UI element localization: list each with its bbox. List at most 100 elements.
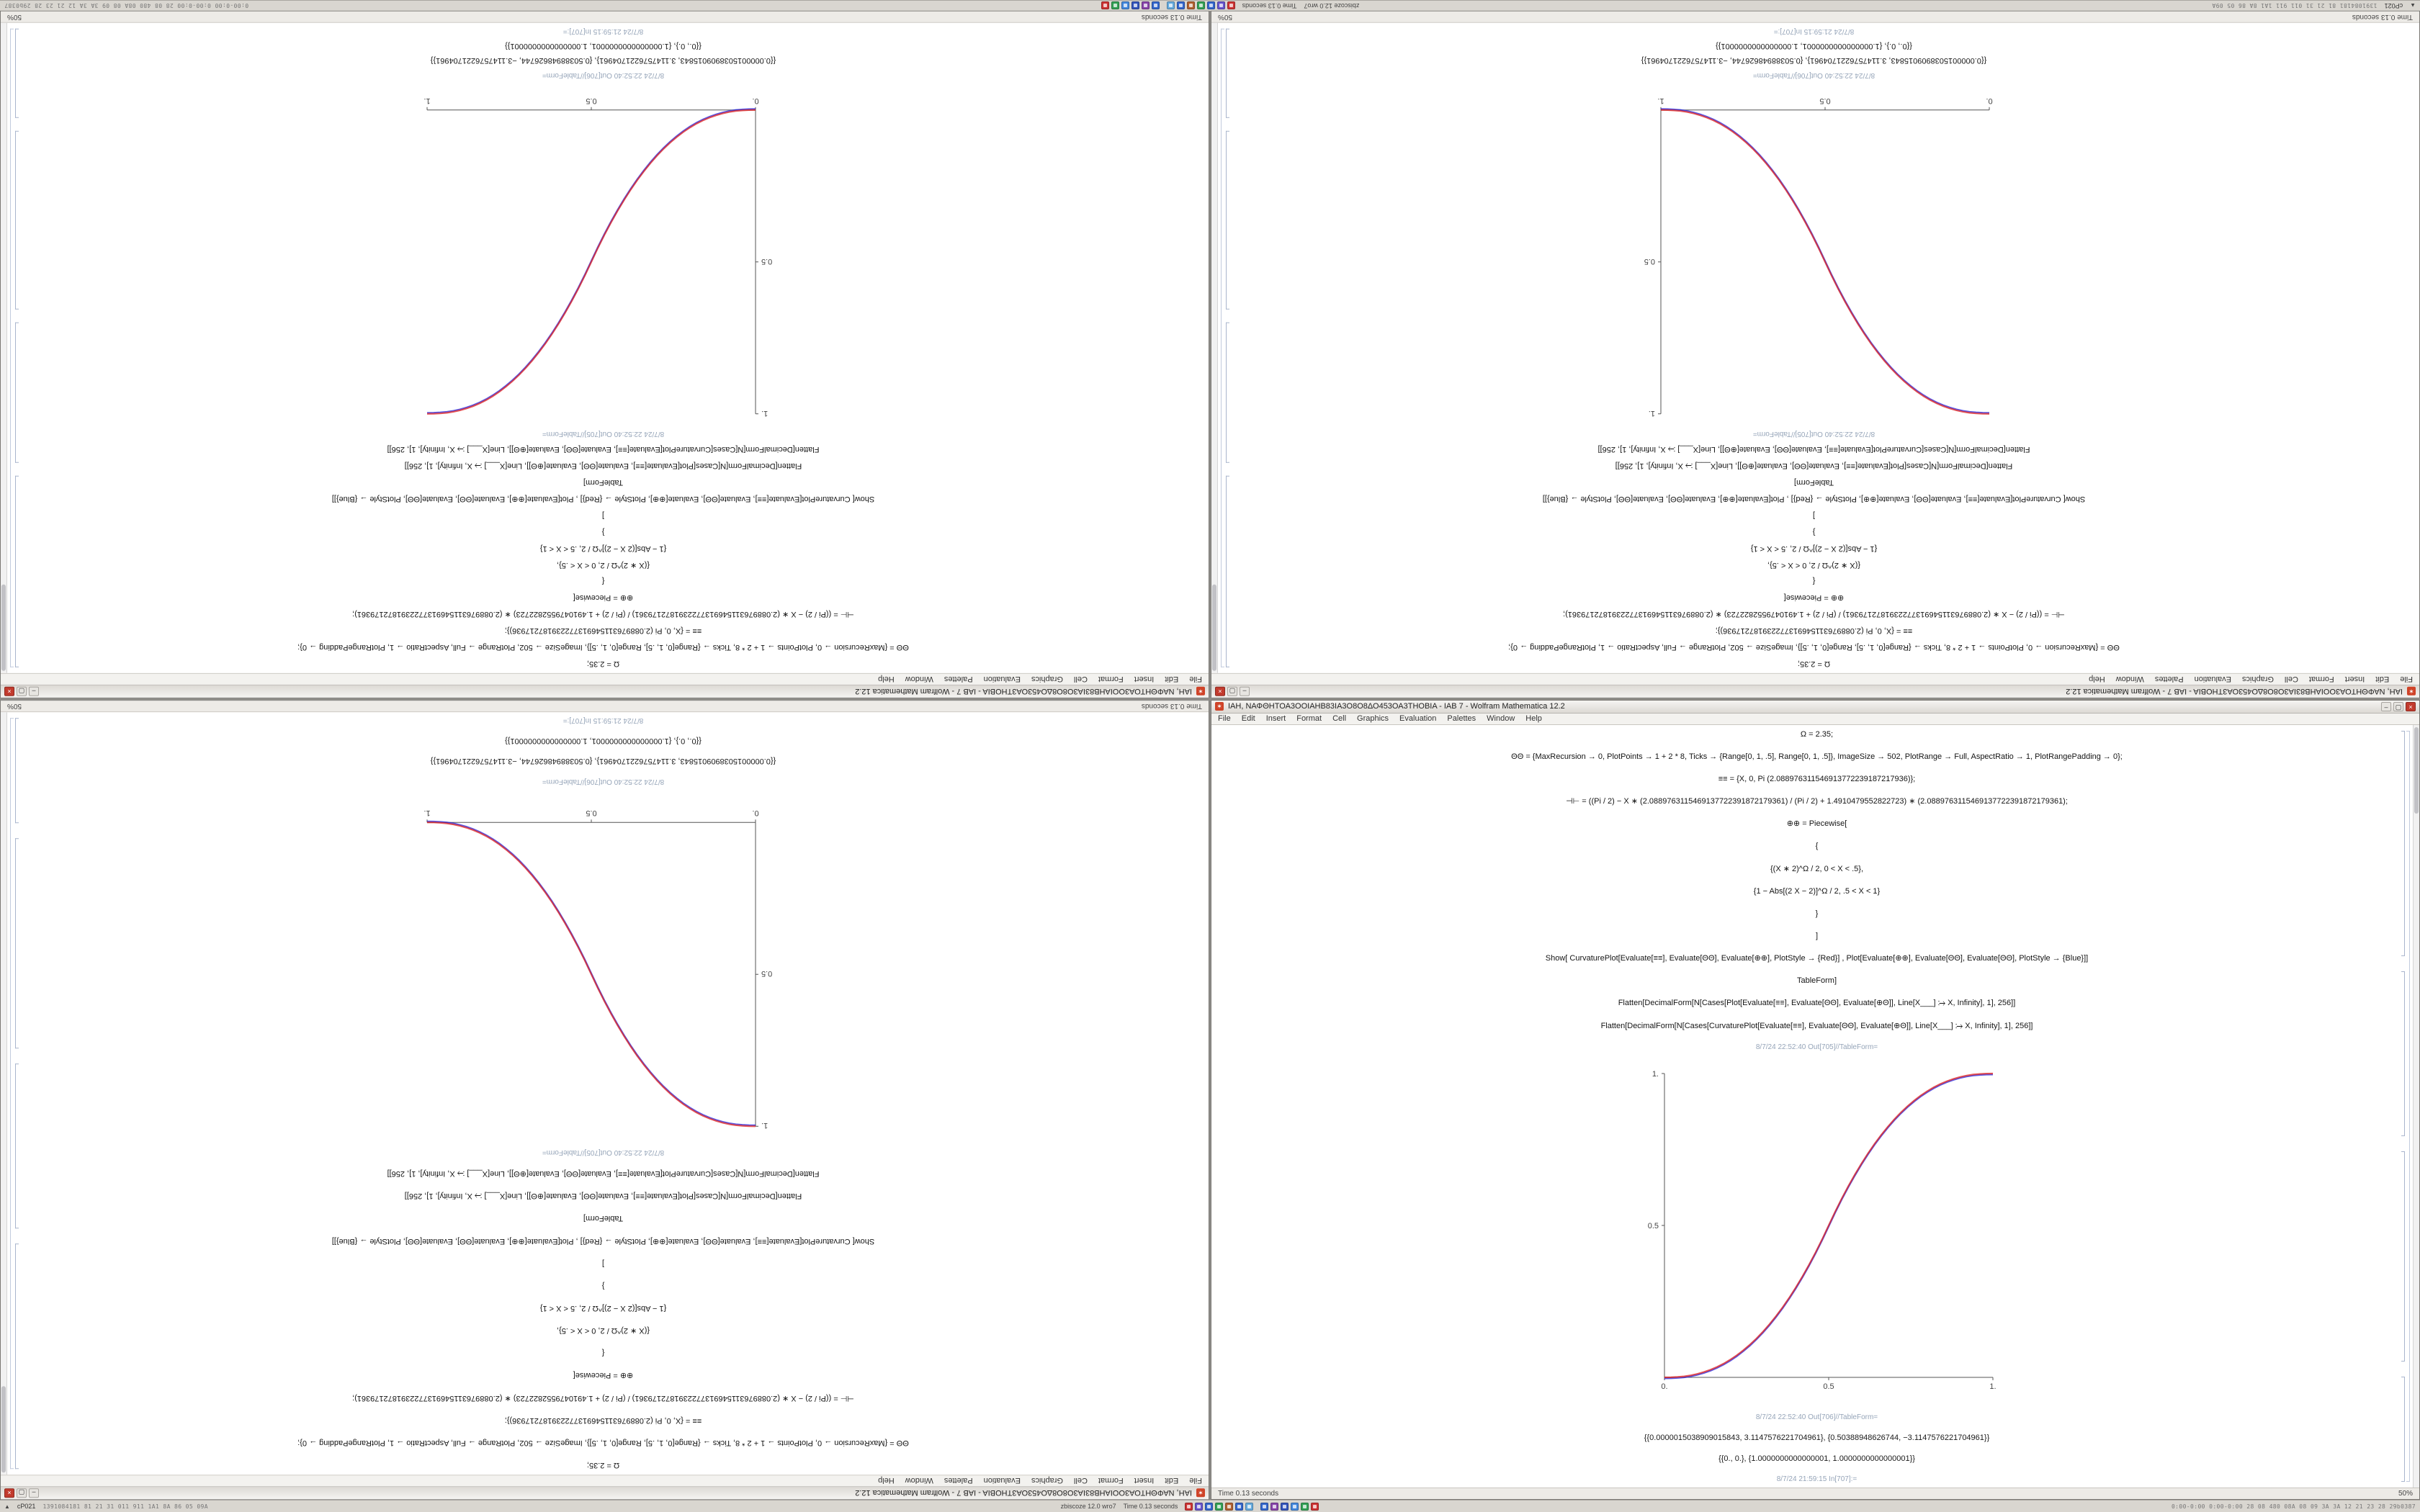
menu-insert[interactable]: Insert — [1134, 1476, 1155, 1485]
cell-brackets[interactable] — [1221, 29, 1231, 667]
menu-edit[interactable]: Edit — [1165, 675, 1179, 684]
input-cell-line[interactable]: Flatten[DecimalForm[N[Cases[CurvaturePlo… — [1597, 444, 2030, 454]
close-button[interactable]: × — [1215, 686, 1225, 696]
window-titlebar[interactable]: ✶ ΙΑΗ, ΝΑΦΘΗΤΟΑ3ΟΟΙΑΗΒ83ΙΑ3Ο8Ο8ΔΟ453ΟΑ3Τ… — [1, 1486, 1209, 1499]
menu-file[interactable]: File — [1189, 675, 1202, 684]
menu-evaluation[interactable]: Evaluation — [1399, 714, 1437, 724]
vertical-scrollbar[interactable] — [2413, 724, 2419, 1488]
menu-palettes[interactable]: Palettes — [944, 675, 973, 684]
input-cell-line[interactable]: Ω = 2.35; — [1797, 659, 1831, 668]
window-titlebar[interactable]: ✶ ΙΑΗ, ΝΑΦΘΗΤΟΑ3ΟΟΙΑΗΒ83ΙΑ3Ο8Ο8ΔΟ453ΟΑ3Τ… — [1211, 700, 2419, 714]
menu-format[interactable]: Format — [1296, 714, 1322, 724]
input-cell-line[interactable]: Ω = 2.35; — [586, 659, 620, 668]
menu-evaluation[interactable]: Evaluation — [2194, 675, 2231, 684]
input-cell-line[interactable]: { — [1815, 842, 1819, 851]
input-cell-line[interactable]: {1 − Abs[(2 X − 2)]^Ω / 2, .5 < X < 1} — [1750, 544, 1878, 553]
menu-cell[interactable]: Cell — [1073, 675, 1088, 684]
menu-edit[interactable]: Edit — [2375, 675, 2390, 684]
close-button[interactable]: × — [4, 686, 14, 696]
input-cell-line[interactable]: ⊣⊢ = ((Pi / 2) − X ∗ (2.0889763115469137… — [1563, 610, 2065, 619]
scrollbar-thumb[interactable] — [1, 584, 6, 671]
menu-window[interactable]: Window — [1487, 714, 1515, 724]
taskbar-app-icon[interactable] — [1215, 1502, 1224, 1511]
input-cell-line[interactable]: ⊣⊢ = ((Pi / 2) − X ∗ (2.0889763115469137… — [1566, 797, 2068, 806]
input-cell-line[interactable]: ] — [601, 510, 605, 520]
menu-insert[interactable]: Insert — [1265, 714, 1286, 724]
menu-help[interactable]: Help — [2089, 675, 2105, 684]
taskbar-app-icon[interactable] — [1245, 1502, 1254, 1511]
expand-arrow-icon[interactable]: ▲ — [4, 1503, 10, 1510]
menu-edit[interactable]: Edit — [1165, 1476, 1179, 1485]
taskbar-app-icon[interactable] — [1141, 1, 1150, 10]
vertical-scrollbar[interactable] — [1211, 23, 1218, 673]
scrollbar-thumb[interactable] — [1212, 584, 1216, 671]
vertical-scrollbar[interactable] — [1, 23, 7, 673]
maximize-button[interactable]: ▢ — [2393, 701, 2403, 711]
taskbar-app-icon[interactable] — [1176, 1, 1185, 10]
minimize-button[interactable]: – — [1240, 686, 1250, 696]
input-cell-line[interactable]: } — [601, 527, 605, 536]
menu-file[interactable]: File — [2400, 675, 2413, 684]
input-cell-line[interactable]: ΘΘ = {MaxRecursion → 0, PlotPoints → 1 +… — [1508, 642, 2120, 652]
taskbar-app-icon[interactable] — [1281, 1502, 1289, 1511]
cell-brackets[interactable] — [10, 717, 20, 1469]
taskbar-app-icon[interactable] — [1185, 1502, 1193, 1511]
menu-cell[interactable]: Cell — [1332, 714, 1347, 724]
menu-help[interactable]: Help — [878, 1476, 895, 1485]
input-cell-line[interactable]: TableForm] — [1793, 477, 1834, 487]
menu-format[interactable]: Format — [1098, 675, 1124, 684]
menu-window[interactable]: Window — [905, 1476, 933, 1485]
input-cell-line[interactable]: } — [601, 1281, 605, 1290]
input-cell-line[interactable]: Ω = 2.35; — [1800, 729, 1834, 739]
input-cell-line[interactable]: ⊣⊢ = ((Pi / 2) − X ∗ (2.0889763115469137… — [352, 610, 854, 619]
taskbar-app-icon[interactable] — [1101, 1, 1109, 10]
taskbar-app-icon[interactable] — [1131, 1, 1139, 10]
menu-edit[interactable]: Edit — [1241, 714, 1255, 724]
input-cell-line[interactable]: ] — [1815, 932, 1819, 941]
taskbar-app-icon[interactable] — [1196, 1, 1205, 10]
input-cell-line[interactable]: ⊕⊕ = Piecewise[ — [573, 593, 634, 603]
input-cell-line[interactable]: Flatten[DecimalForm[N[Cases[CurvaturePlo… — [1600, 1021, 2033, 1030]
input-cell-line[interactable]: { — [1812, 577, 1816, 586]
taskbar-app-icon[interactable] — [1270, 1502, 1279, 1511]
menu-format[interactable]: Format — [1098, 1476, 1124, 1485]
menu-cell[interactable]: Cell — [1073, 1476, 1088, 1485]
taskbar-app-icon[interactable] — [1216, 1, 1225, 10]
cell-brackets[interactable] — [10, 29, 20, 667]
menu-graphics[interactable]: Graphics — [1357, 714, 1389, 724]
input-cell-line[interactable]: ≡≡ = {X, 0, Pi (2.0889763115469137722391… — [1718, 775, 1916, 784]
close-button[interactable]: × — [2406, 701, 2416, 711]
menu-insert[interactable]: Insert — [2344, 675, 2365, 684]
scrollbar-thumb[interactable] — [2414, 726, 2419, 814]
input-cell-line[interactable]: TableForm] — [583, 1214, 624, 1223]
menu-window[interactable]: Window — [905, 675, 933, 684]
minimize-button[interactable]: – — [2381, 701, 2391, 711]
window-titlebar[interactable]: ✶ ΙΑΗ, ΝΑΦΘΗΤΟΑ3ΟΟΙΑΗΒ83ΙΑ3Ο8Ο8ΔΟ453ΟΑ3Τ… — [1, 684, 1209, 698]
menu-graphics[interactable]: Graphics — [2241, 675, 2274, 684]
input-cell-line[interactable]: Flatten[DecimalForm[N[Cases[Plot[Evaluat… — [404, 1192, 802, 1201]
input-cell-line[interactable]: ⊕⊕ = Piecewise[ — [573, 1371, 634, 1380]
input-cell-line[interactable]: TableForm] — [583, 477, 624, 487]
taskbar-app-icon[interactable] — [1311, 1502, 1319, 1511]
input-cell-line[interactable]: ≡≡ = {X, 0, Pi (2.0889763115469137722391… — [1715, 626, 1913, 635]
taskbar-app-icon[interactable] — [1235, 1502, 1244, 1511]
input-cell-line[interactable]: ⊣⊢ = ((Pi / 2) − X ∗ (2.0889763115469137… — [352, 1393, 854, 1403]
input-cell-line[interactable]: ΘΘ = {MaxRecursion → 0, PlotPoints → 1 +… — [297, 642, 909, 652]
input-cell-line[interactable]: ] — [1812, 510, 1816, 520]
input-cell-line[interactable]: Show[ CurvaturePlot[Evaluate[≡≡], Evalua… — [331, 1236, 875, 1246]
input-cell-line[interactable]: {(X ∗ 2)^Ω / 2, 0 < X < .5}, — [1770, 864, 1863, 873]
input-cell-line[interactable]: {(X ∗ 2)^Ω / 2, 0 < X < .5}, — [1767, 560, 1860, 570]
menu-palettes[interactable]: Palettes — [1447, 714, 1476, 724]
input-cell-line[interactable]: Show[ CurvaturePlot[Evaluate[≡≡], Evalua… — [1545, 954, 2089, 963]
taskbar-app-icon[interactable] — [1205, 1502, 1214, 1511]
input-cell-line[interactable]: { — [601, 577, 605, 586]
minimize-button[interactable]: – — [29, 686, 39, 696]
maximize-button[interactable]: ▢ — [17, 1488, 27, 1498]
maximize-button[interactable]: ▢ — [1227, 686, 1237, 696]
menu-insert[interactable]: Insert — [1134, 675, 1155, 684]
window-titlebar[interactable]: ✶ ΙΑΗ, ΝΑΦΘΗΤΟΑ3ΟΟΙΑΗΒ83ΙΑ3Ο8Ο8ΔΟ453ΟΑ3Τ… — [1211, 684, 2419, 698]
taskbar-app-icon[interactable] — [1291, 1502, 1299, 1511]
input-cell-line[interactable]: Show[ CurvaturePlot[Evaluate[≡≡], Evalua… — [1542, 494, 2086, 503]
input-cell-line[interactable]: } — [1812, 527, 1816, 536]
input-cell-line[interactable]: { — [601, 1349, 605, 1358]
